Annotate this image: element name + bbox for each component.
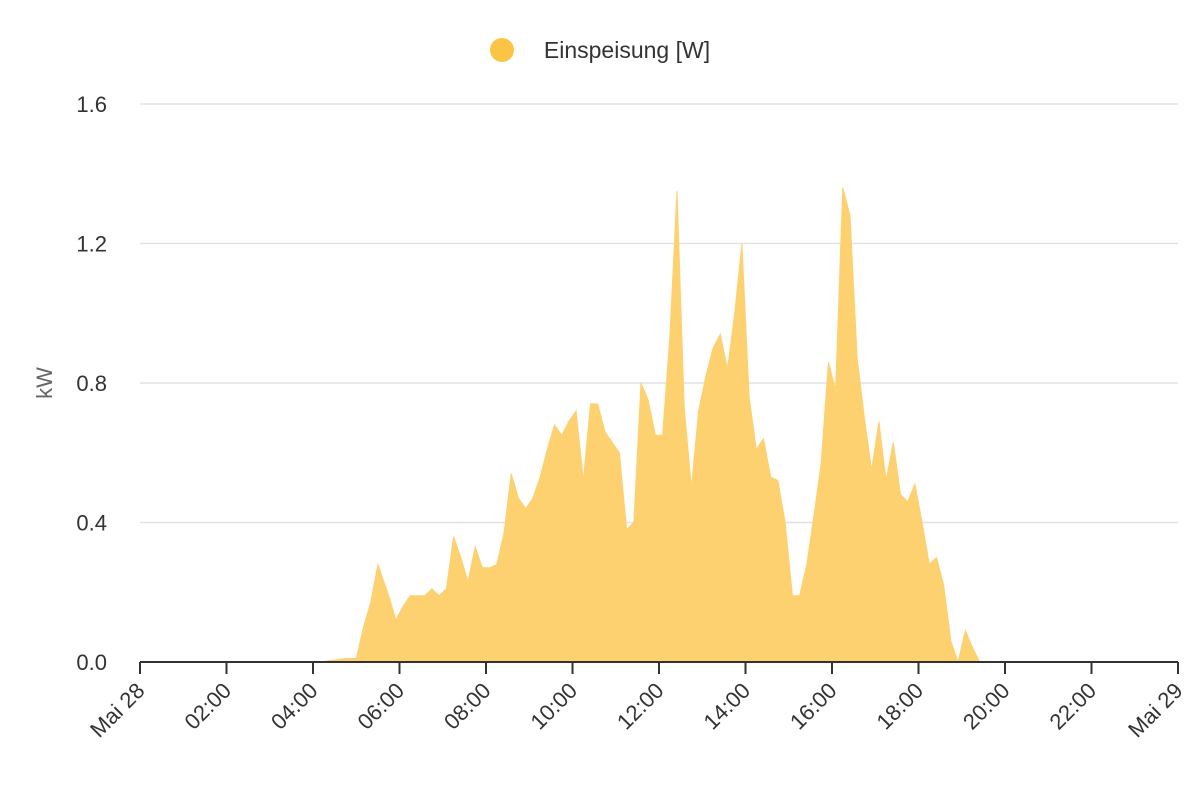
y-tick-label: 0.8 (76, 371, 107, 396)
y-tick-label: 1.2 (76, 232, 107, 257)
x-tick-label: 22:00 (1044, 678, 1101, 735)
y-tick-label: 1.6 (76, 92, 107, 117)
legend-label: Einspeisung [W] (543, 36, 711, 63)
x-tick-label: 06:00 (352, 678, 409, 735)
area-series-einspeisung (320, 187, 1005, 664)
x-tick-label: 18:00 (871, 678, 928, 735)
x-tick-label: Mai 28 (85, 678, 149, 742)
y-tick-label: 0.4 (76, 511, 107, 536)
x-tick-label: 08:00 (439, 678, 496, 735)
x-tick-label: Mai 29 (1123, 678, 1187, 742)
x-tick-label: 02:00 (179, 678, 236, 735)
x-tick-label: 04:00 (266, 678, 323, 735)
x-tick-label: 14:00 (698, 678, 755, 735)
x-tick-label: 20:00 (958, 678, 1015, 735)
y-tick-label: 0.0 (76, 650, 107, 675)
x-tick-label: 10:00 (525, 678, 582, 735)
x-tick-label: 16:00 (785, 678, 842, 735)
legend[interactable]: Einspeisung [W] (0, 32, 1200, 68)
legend-swatch-icon (489, 38, 514, 62)
x-tick-label: 12:00 (612, 678, 669, 735)
y-axis-label: kW (32, 367, 57, 399)
